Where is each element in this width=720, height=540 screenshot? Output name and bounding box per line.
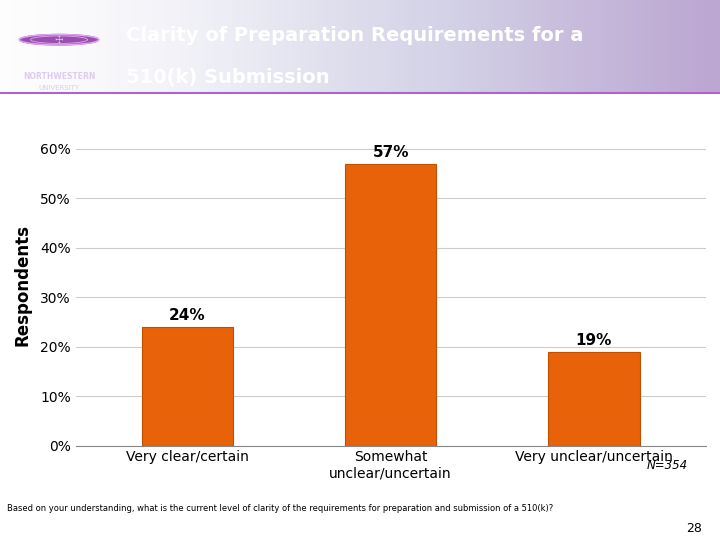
Bar — [548, 352, 639, 446]
Text: N=354: N=354 — [647, 459, 688, 472]
Bar — [345, 164, 436, 446]
Text: ☩: ☩ — [55, 35, 63, 45]
Text: 510(k) Submission: 510(k) Submission — [126, 68, 330, 87]
Text: 19%: 19% — [575, 333, 612, 348]
Polygon shape — [19, 35, 99, 45]
Text: 28: 28 — [686, 522, 702, 535]
Text: Based on your understanding, what is the current level of clarity of the require: Based on your understanding, what is the… — [7, 504, 554, 513]
Text: UNIVERSITY: UNIVERSITY — [38, 85, 80, 91]
Text: NORTHWESTERN: NORTHWESTERN — [23, 72, 95, 81]
Text: Clarity of Preparation Requirements for a: Clarity of Preparation Requirements for … — [126, 26, 583, 45]
Bar — [142, 327, 233, 446]
Text: 24%: 24% — [169, 308, 206, 323]
Text: 57%: 57% — [372, 145, 409, 160]
Y-axis label: Respondents: Respondents — [14, 224, 32, 346]
